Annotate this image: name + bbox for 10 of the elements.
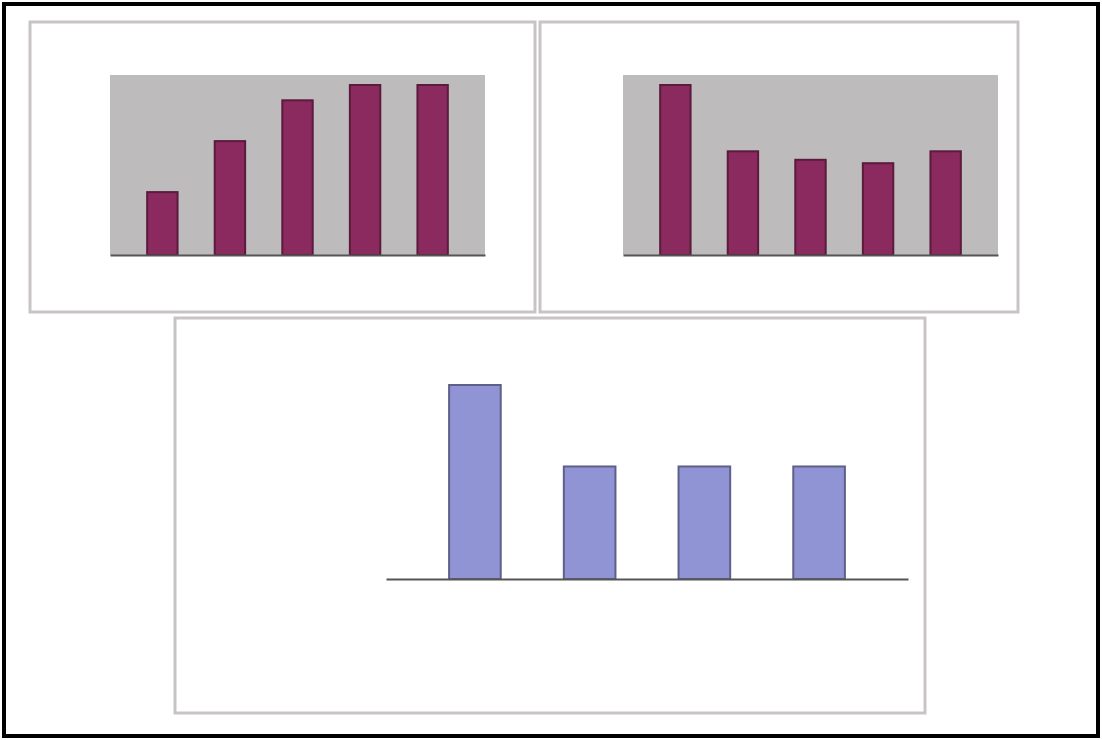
bar [416,84,449,256]
bar [281,99,314,256]
bar [213,140,247,256]
bar [659,84,692,256]
bar [348,84,382,256]
bar [929,150,962,256]
bar [726,150,760,256]
bar [794,158,827,256]
bar [861,162,895,256]
bar [146,191,179,256]
